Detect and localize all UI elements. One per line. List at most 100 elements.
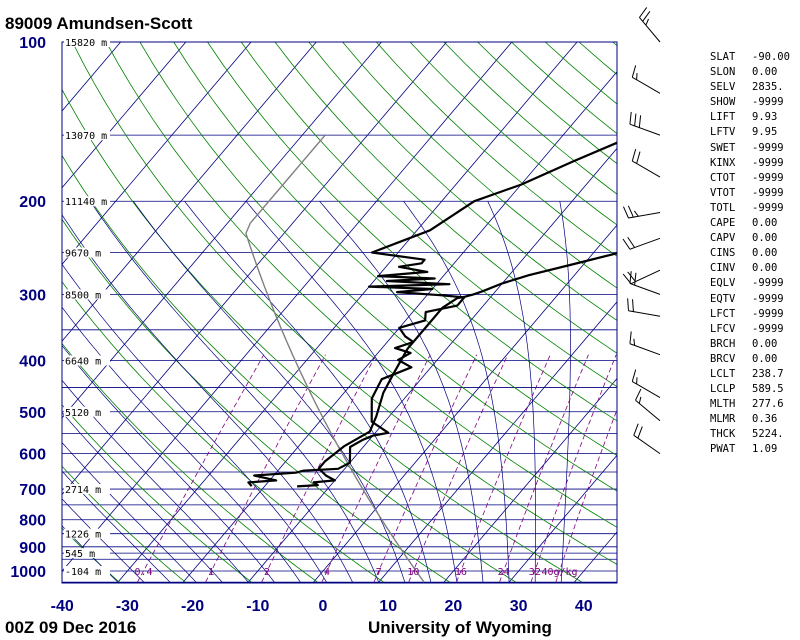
dry-adiabat [139, 42, 617, 492]
isotherm-line [62, 42, 382, 419]
temperature-tick-label: 0 [319, 598, 328, 615]
wind-barb [622, 205, 661, 219]
moist-adiabat [245, 200, 458, 583]
moist-adiabat [487, 201, 536, 583]
height-label: 8500 m [65, 290, 101, 301]
index-key: PWAT [710, 443, 736, 456]
height-label: 6640 m [65, 356, 101, 367]
index-key: LFCV [710, 322, 736, 335]
isotherm-line [62, 42, 122, 112]
mixing-ratio-label: 7 [376, 567, 382, 578]
moist-adiabat [89, 201, 380, 583]
dry-adiabat [105, 42, 617, 528]
mixing-ratio-line [555, 408, 617, 583]
moist-adiabat [62, 498, 145, 583]
footer-time: 00Z 09 Dec 2016 [5, 618, 136, 637]
wind-barb [633, 423, 661, 455]
wind-barb [631, 369, 661, 398]
height-label: 13070 m [65, 131, 107, 142]
isotherm-line [62, 42, 252, 266]
index-row: CAPE 0.00 [710, 216, 790, 231]
pressure-tick-label: 800 [19, 513, 46, 530]
index-value: 0.00 [752, 352, 778, 365]
isotherm-line [247, 147, 617, 583]
index-value: 2835. [752, 81, 784, 94]
wind-barb [631, 149, 661, 178]
isotherm-line [313, 224, 617, 583]
index-row: THCK 5224. [710, 427, 790, 442]
index-row: BRCV 0.00 [710, 352, 790, 367]
index-value: 5224. [752, 428, 784, 441]
wind-barb [639, 7, 661, 43]
index-row: CINS 0.00 [710, 246, 790, 261]
stability-indices: SLAT -90.00 SLON 0.00 SELV 2835. SHOW -9999 LIFT… [710, 50, 790, 458]
index-row: MLTH 277.6 [710, 397, 790, 412]
height-label-bg [64, 289, 110, 300]
index-row: LFCT -9999 [710, 307, 790, 322]
height-label: 1226 m [65, 530, 101, 541]
isotherm-line [443, 377, 617, 583]
height-label-bg [64, 196, 110, 207]
mixing-ratio-label: 32 [529, 567, 541, 578]
pressure-tick-label: 100 [19, 35, 46, 52]
index-key: CINS [710, 247, 736, 260]
height-label-bg [64, 247, 110, 258]
index-value: 0.00 [752, 247, 778, 260]
mixing-ratio-line [261, 354, 377, 583]
mixing-ratio-line [408, 354, 509, 583]
temperature-tick-label: 30 [510, 598, 528, 615]
pressure-tick-label: 200 [19, 194, 46, 211]
wind-barb [627, 298, 661, 317]
wind-barbs [622, 7, 661, 455]
index-key: LCLP [710, 383, 736, 396]
dry-adiabat [173, 42, 617, 457]
index-row: CAPV 0.00 [710, 231, 790, 246]
index-key: LIFT [710, 111, 736, 124]
index-row: SELV 2835. [710, 80, 790, 95]
moist-adiabat [62, 442, 197, 583]
index-row: EQTV -9999 [710, 292, 790, 307]
temperature-axis: -40 -30 -20 -10 0 10 20 30 40 [51, 598, 593, 615]
height-label-bg [64, 406, 110, 417]
pressure-tick-label: 400 [19, 353, 46, 370]
index-row: LFCV -9999 [710, 322, 790, 337]
index-key: BRCV [710, 352, 736, 365]
dry-adiabat [207, 42, 617, 422]
dry-adiabat [62, 281, 385, 583]
index-key: CAPV [710, 232, 736, 245]
index-key: MLMR [710, 413, 736, 426]
standard-atmosphere-line [245, 134, 425, 583]
mixing-ratio-label: 0.4 [134, 567, 152, 578]
pressure-tick-label: 500 [19, 405, 46, 422]
dry-adiabat [274, 42, 617, 354]
temperature-tick-label: -20 [181, 598, 204, 615]
index-value: 0.00 [752, 232, 778, 245]
index-value: 0.00 [752, 217, 778, 230]
temperature-tick-label: -30 [116, 598, 139, 615]
dry-adiabat [62, 88, 583, 583]
index-value: -90.00 [752, 51, 790, 63]
index-key: EQLV [710, 277, 736, 290]
height-label-bg [64, 130, 110, 141]
index-row: CINV 0.00 [710, 261, 790, 276]
index-key: TOTL [710, 201, 736, 214]
moist-adiabat [403, 200, 510, 583]
index-value: -9999 [752, 322, 784, 335]
wind-barb [622, 269, 661, 285]
index-row: PWAT 1.09 [710, 442, 790, 457]
index-key: CINV [710, 262, 736, 275]
index-row: SHOW -9999 [710, 95, 790, 110]
isotherm-line [182, 71, 617, 583]
index-row: LCLP 589.5 [710, 382, 790, 397]
isotherm-line [117, 42, 578, 583]
height-label: 5120 m [65, 408, 101, 419]
index-value: 0.36 [752, 413, 778, 426]
index-key: BRCH [710, 337, 736, 350]
pressure-tick-label: 1000 [10, 564, 46, 581]
wind-barb [635, 388, 661, 422]
index-key: CAPE [710, 217, 736, 230]
moist-adiabat [62, 214, 353, 583]
temperature-tick-label: -10 [246, 598, 269, 615]
mixing-ratio-line [321, 354, 431, 583]
index-row: EQLV -9999 [710, 276, 790, 291]
